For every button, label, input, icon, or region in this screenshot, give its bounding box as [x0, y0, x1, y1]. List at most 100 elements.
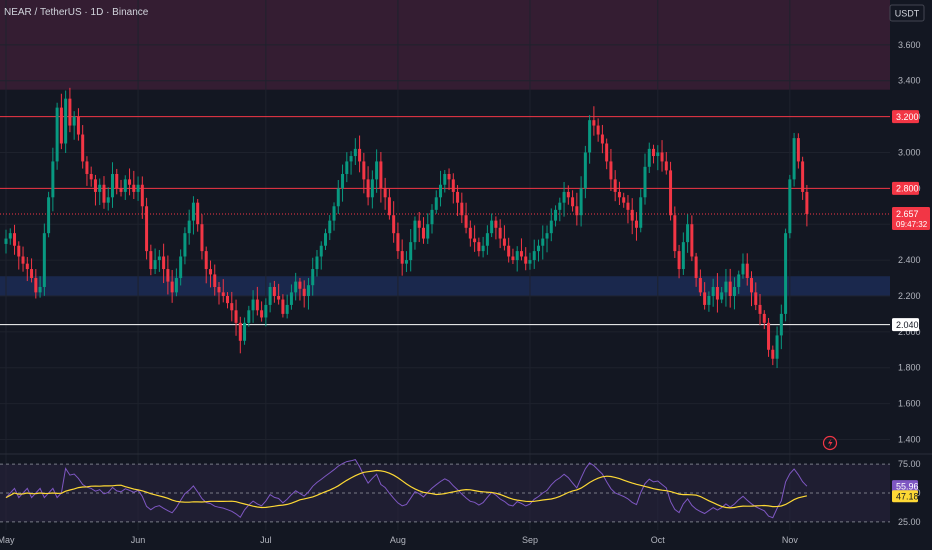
- candle[interactable]: [630, 198, 634, 235]
- candle[interactable]: [775, 326, 779, 369]
- candle[interactable]: [102, 176, 106, 209]
- candle[interactable]: [30, 258, 34, 283]
- candle[interactable]: [302, 280, 306, 308]
- candle[interactable]: [358, 135, 362, 173]
- candle[interactable]: [157, 249, 161, 272]
- currency-button[interactable]: USDT: [889, 4, 925, 22]
- alert-icon[interactable]: [822, 435, 838, 451]
- candle[interactable]: [204, 246, 208, 284]
- candle[interactable]: [728, 268, 732, 308]
- candle[interactable]: [208, 260, 212, 288]
- candle[interactable]: [434, 190, 438, 214]
- candle[interactable]: [362, 152, 366, 194]
- candle[interactable]: [511, 248, 515, 265]
- candle[interactable]: [413, 216, 417, 250]
- time-axis[interactable]: May Jun Jul Aug Sep Oct Nov: [0, 535, 798, 545]
- candle[interactable]: [93, 174, 97, 206]
- candle[interactable]: [311, 257, 315, 296]
- candle[interactable]: [460, 192, 464, 224]
- candle[interactable]: [285, 294, 289, 319]
- candle[interactable]: [128, 168, 132, 196]
- candle[interactable]: [626, 195, 630, 224]
- candle[interactable]: [784, 228, 788, 322]
- candle[interactable]: [694, 252, 698, 287]
- candle[interactable]: [132, 170, 136, 200]
- candle[interactable]: [89, 166, 93, 187]
- candle[interactable]: [196, 199, 200, 232]
- candle[interactable]: [639, 188, 643, 233]
- candle[interactable]: [404, 251, 408, 273]
- candle[interactable]: [336, 180, 340, 214]
- candle[interactable]: [519, 238, 523, 261]
- candle[interactable]: [711, 278, 715, 307]
- candle[interactable]: [502, 225, 506, 251]
- candle[interactable]: [243, 317, 247, 345]
- candle[interactable]: [741, 253, 745, 279]
- candle[interactable]: [4, 229, 8, 254]
- candle[interactable]: [524, 247, 528, 271]
- candle[interactable]: [68, 87, 72, 133]
- candle[interactable]: [383, 177, 387, 210]
- candle[interactable]: [200, 214, 204, 260]
- candle[interactable]: [341, 164, 345, 202]
- candle[interactable]: [715, 273, 719, 313]
- candle[interactable]: [613, 170, 617, 202]
- candle[interactable]: [541, 225, 545, 260]
- candle[interactable]: [25, 257, 29, 282]
- candle[interactable]: [272, 280, 276, 303]
- candle[interactable]: [443, 170, 447, 193]
- candle[interactable]: [745, 253, 749, 286]
- candle[interactable]: [34, 269, 38, 299]
- candle[interactable]: [447, 168, 451, 191]
- candle[interactable]: [179, 249, 183, 286]
- candle[interactable]: [81, 125, 85, 169]
- candle[interactable]: [464, 202, 468, 234]
- candle[interactable]: [21, 246, 25, 272]
- candle[interactable]: [660, 140, 664, 172]
- candle[interactable]: [17, 241, 21, 270]
- candle[interactable]: [315, 250, 319, 277]
- candle[interactable]: [545, 225, 549, 253]
- candle[interactable]: [490, 213, 494, 238]
- candle[interactable]: [375, 149, 379, 193]
- candle[interactable]: [76, 108, 80, 141]
- candle[interactable]: [85, 156, 89, 186]
- candle[interactable]: [456, 185, 460, 217]
- candle[interactable]: [187, 209, 191, 245]
- candle[interactable]: [294, 272, 298, 301]
- candle[interactable]: [473, 225, 477, 252]
- candle[interactable]: [600, 124, 604, 154]
- candle[interactable]: [528, 252, 532, 270]
- candle[interactable]: [707, 291, 711, 312]
- candle[interactable]: [106, 187, 110, 211]
- candle[interactable]: [13, 224, 17, 255]
- candle[interactable]: [737, 270, 741, 294]
- candle[interactable]: [170, 269, 174, 303]
- candle[interactable]: [656, 145, 660, 171]
- candle[interactable]: [485, 225, 489, 255]
- candle[interactable]: [609, 148, 613, 191]
- candle[interactable]: [328, 215, 332, 241]
- candle[interactable]: [617, 181, 621, 206]
- candle[interactable]: [677, 244, 681, 279]
- candle[interactable]: [289, 284, 293, 310]
- candle[interactable]: [145, 197, 149, 260]
- candle[interactable]: [494, 216, 498, 240]
- candles-layer[interactable]: [4, 87, 809, 369]
- candle[interactable]: [724, 268, 728, 307]
- candle[interactable]: [251, 290, 255, 323]
- candle[interactable]: [306, 277, 310, 310]
- candle[interactable]: [647, 142, 651, 174]
- candle[interactable]: [400, 239, 404, 276]
- candle[interactable]: [183, 227, 187, 265]
- candle[interactable]: [268, 282, 272, 313]
- candle[interactable]: [370, 170, 374, 209]
- candle[interactable]: [537, 239, 540, 262]
- candle[interactable]: [430, 204, 434, 234]
- candle[interactable]: [64, 90, 68, 154]
- candle[interactable]: [136, 176, 140, 201]
- candle[interactable]: [226, 292, 230, 309]
- candle[interactable]: [332, 202, 336, 231]
- candle[interactable]: [247, 305, 251, 327]
- candle[interactable]: [217, 282, 221, 305]
